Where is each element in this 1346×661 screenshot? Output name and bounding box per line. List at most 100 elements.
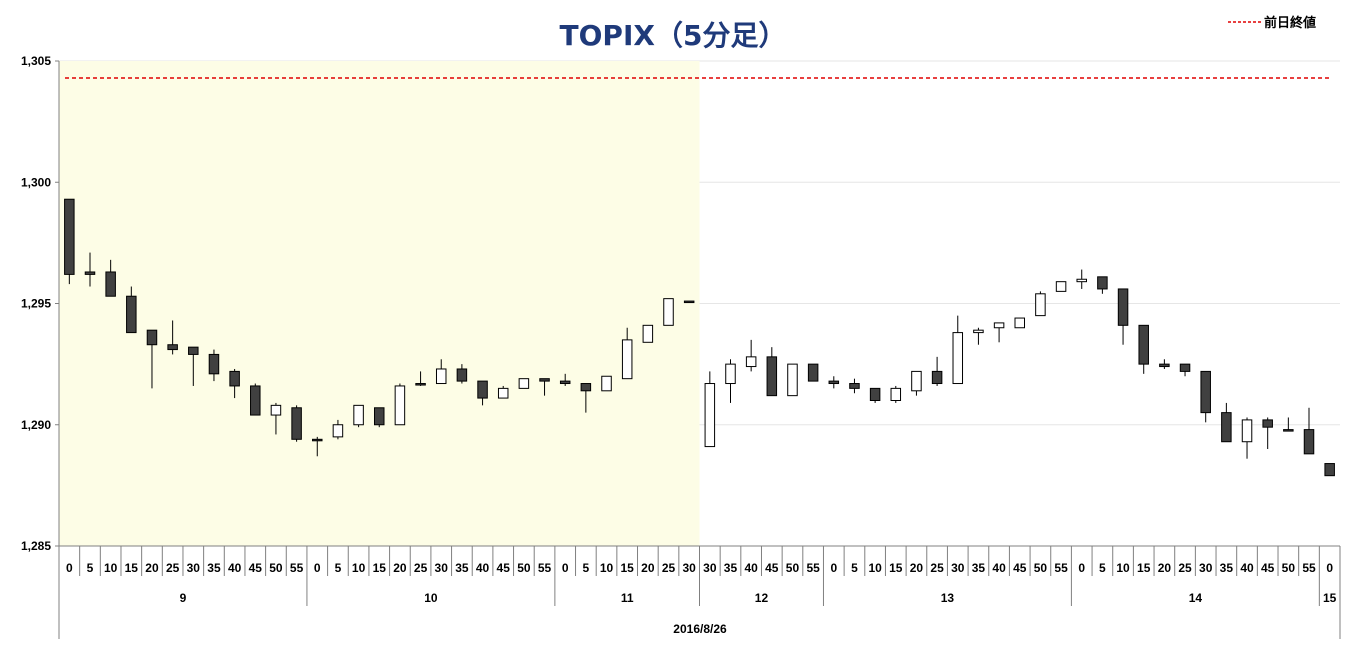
afternoon-candle-3 xyxy=(766,347,778,397)
morning-body-18 xyxy=(435,368,447,385)
morning-xtick-label-19: 35 xyxy=(455,561,469,575)
afternoon-xtick-label-7: 5 xyxy=(851,561,858,575)
afternoon-xtick-label-14: 40 xyxy=(992,561,1006,575)
afternoon-hour-label-1: 13 xyxy=(941,591,955,605)
morning-body-25 xyxy=(580,383,592,392)
afternoon-xtick-label-8: 10 xyxy=(868,561,882,575)
morning-body-28 xyxy=(642,324,654,343)
morning-candle-19 xyxy=(456,364,468,384)
afternoon-candle-23 xyxy=(1179,363,1191,377)
morning-xtick-label-13: 5 xyxy=(335,561,342,575)
afternoon-candle-2 xyxy=(745,339,757,372)
afternoon-candle-1 xyxy=(725,359,736,403)
afternoon-xtick-label-16: 50 xyxy=(1034,561,1048,575)
afternoon-xtick-label-1: 35 xyxy=(724,561,738,575)
morning-candle-15 xyxy=(373,407,385,428)
afternoon-xtick-label-3: 45 xyxy=(765,561,779,575)
afternoon-candle-27 xyxy=(1262,417,1273,449)
morning-candle-0 xyxy=(64,198,75,285)
afternoon-candle-10 xyxy=(911,370,922,396)
afternoon-xtick-label-11: 25 xyxy=(930,561,944,575)
afternoon-body-9 xyxy=(890,387,902,401)
afternoon-candle-0 xyxy=(704,371,716,448)
x-axis-ticks: 0 5 10 15 20 25 30 35 40 45 50 55 0 5 10 15 20 25 30 35 40 45… xyxy=(66,546,1337,606)
morning-xtick-label-22: 50 xyxy=(517,561,531,575)
afternoon-body-28 xyxy=(1283,429,1294,432)
afternoon-body-11 xyxy=(931,370,943,385)
afternoon-xtick-label-24: 30 xyxy=(1199,561,1213,575)
morning-candle-28 xyxy=(642,324,654,343)
afternoon-candle-8 xyxy=(869,387,881,403)
morning-candle-14 xyxy=(353,404,364,428)
morning-xtick-label-10: 50 xyxy=(269,561,283,575)
morning-xtick-label-7: 35 xyxy=(207,561,221,575)
afternoon-body-24 xyxy=(1200,370,1211,414)
afternoon-candle-11 xyxy=(931,356,943,386)
morning-xtick-label-29: 25 xyxy=(662,561,676,575)
afternoon-body-22 xyxy=(1159,363,1170,368)
morning-candle-26 xyxy=(601,375,612,392)
morning-candle-2 xyxy=(105,259,116,297)
morning-body-23 xyxy=(539,378,550,382)
morning-body-26 xyxy=(601,375,612,392)
afternoon-xtick-label-26: 40 xyxy=(1240,561,1254,575)
afternoon-candle-19 xyxy=(1097,276,1108,294)
ytick-label-1: 1,290 xyxy=(21,418,51,432)
afternoon-xtick-label-28: 50 xyxy=(1282,561,1296,575)
morning-body-4 xyxy=(146,329,158,346)
ytick-label-2: 1,295 xyxy=(21,297,51,311)
afternoon-body-20 xyxy=(1117,288,1129,326)
morning-body-11 xyxy=(291,407,302,440)
afternoon-body-17 xyxy=(1055,281,1067,292)
morning-candle-18 xyxy=(435,359,447,385)
morning-body-17 xyxy=(415,383,426,386)
afternoon-xtick-label-20: 10 xyxy=(1116,561,1130,575)
morning-body-6 xyxy=(188,346,199,355)
morning-body-14 xyxy=(353,404,364,426)
morning-candle-13 xyxy=(332,419,344,440)
morning-candle-11 xyxy=(291,405,302,442)
afternoon-candle-12 xyxy=(952,315,964,385)
morning-hour-label-2: 11 xyxy=(621,591,634,605)
morning-body-8 xyxy=(229,370,240,387)
morning-candle-29 xyxy=(663,298,674,326)
morning-xtick-label-25: 5 xyxy=(583,561,590,575)
afternoon-xtick-label-25: 35 xyxy=(1220,561,1234,575)
afternoon-body-1 xyxy=(725,363,736,385)
afternoon-xtick-label-18: 0 xyxy=(1078,561,1085,575)
afternoon-xtick-label-6: 0 xyxy=(830,561,837,575)
afternoon-body-23 xyxy=(1179,363,1191,372)
morning-body-21 xyxy=(497,387,509,399)
afternoon-body-27 xyxy=(1262,419,1273,428)
morning-candle-24 xyxy=(559,373,571,386)
morning-body-27 xyxy=(621,339,633,380)
afternoon-hour-label-3: 15 xyxy=(1323,591,1337,605)
afternoon-candle-13 xyxy=(973,327,984,345)
morning-candle-5 xyxy=(167,320,178,355)
afternoon-body-12 xyxy=(952,332,964,385)
morning-hour-label-0: 9 xyxy=(180,591,187,605)
afternoon-xtick-label-5: 55 xyxy=(806,561,820,575)
morning-body-13 xyxy=(332,424,344,438)
morning-body-19 xyxy=(456,368,468,382)
morning-candle-9 xyxy=(250,383,261,416)
morning-body-24 xyxy=(559,380,571,385)
afternoon-xtick-label-29: 55 xyxy=(1302,561,1316,575)
morning-candle-6 xyxy=(188,346,199,386)
morning-candle-3 xyxy=(126,286,137,334)
morning-candle-22 xyxy=(518,378,530,389)
afternoon-candle-20 xyxy=(1117,288,1129,345)
morning-body-5 xyxy=(167,344,178,351)
morning-body-15 xyxy=(373,407,385,426)
afternoon-candle-4 xyxy=(787,363,798,397)
morning-xtick-label-8: 40 xyxy=(228,561,242,575)
afternoon-candle-26 xyxy=(1241,417,1253,459)
morning-xtick-label-18: 30 xyxy=(435,561,449,575)
afternoon-xtick-label-9: 15 xyxy=(889,561,903,575)
morning-xtick-label-20: 40 xyxy=(476,561,490,575)
morning-xtick-label-5: 25 xyxy=(166,561,180,575)
morning-body-2 xyxy=(105,271,116,297)
morning-xtick-label-21: 45 xyxy=(497,561,511,575)
afternoon-body-10 xyxy=(911,370,922,392)
morning-body-20 xyxy=(477,380,488,399)
